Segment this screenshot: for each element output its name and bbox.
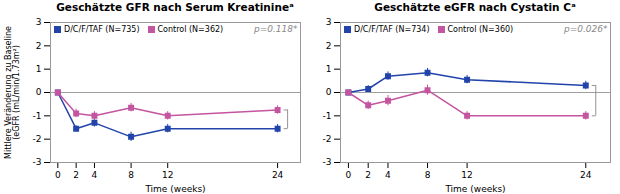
svg-text:-3: -3 <box>323 157 332 167</box>
html-text:Geschätzte GFR nach Serum Krea: Geschätzte GFR nach Serum Kreatinineᵃ <box>56 1 294 13</box>
svg-text:1: 1 <box>36 64 42 74</box>
svg-text:8: 8 <box>425 170 431 180</box>
svg-text:1: 1 <box>326 64 332 74</box>
svg-text:0: 0 <box>36 87 42 97</box>
html-text:Control (N=362): Control (N=362) <box>157 25 224 34</box>
svg-text:-1: -1 <box>33 111 42 121</box>
html-text:Control (N=360): Control (N=360) <box>447 25 514 34</box>
svg-text:8: 8 <box>128 170 134 180</box>
svg-text:24: 24 <box>272 170 284 180</box>
svg-text:0: 0 <box>326 87 332 97</box>
svg-text:3: 3 <box>326 17 332 27</box>
svg-text:4: 4 <box>385 170 391 180</box>
svg-text:-2: -2 <box>323 134 332 144</box>
svg-text:-3: -3 <box>33 157 42 167</box>
svg-text:p=0.118*: p=0.118* <box>253 24 298 34</box>
svg-text:-1: -1 <box>323 111 332 121</box>
svg-text:12: 12 <box>162 170 173 180</box>
svg-text:Time (weeks): Time (weeks) <box>444 184 505 194</box>
svg-text:-2: -2 <box>33 134 42 144</box>
svg-text:2: 2 <box>36 41 42 51</box>
svg-text:Mittlere Veränderung zu Baseli: Mittlere Veränderung zu Baseline(eGFR (m… <box>4 26 21 159</box>
html-text:D/C/F/TAF (N=735): D/C/F/TAF (N=735) <box>64 25 140 34</box>
html-text:D/C/F/TAF (N=734): D/C/F/TAF (N=734) <box>354 25 430 34</box>
svg-text:2: 2 <box>365 170 371 180</box>
svg-text:12: 12 <box>461 170 472 180</box>
svg-text:3: 3 <box>36 17 42 27</box>
svg-text:p=0.026*: p=0.026* <box>563 24 608 34</box>
html-text:Geschätzte eGFR nach Cystatin: Geschätzte eGFR nach Cystatin Cᵃ <box>374 1 576 13</box>
svg-text:0: 0 <box>55 170 61 180</box>
svg-text:0: 0 <box>346 170 352 180</box>
svg-text:2: 2 <box>326 41 332 51</box>
svg-text:2: 2 <box>73 170 79 180</box>
svg-text:24: 24 <box>580 170 592 180</box>
svg-text:Time (weeks): Time (weeks) <box>144 184 205 194</box>
svg-text:4: 4 <box>92 170 98 180</box>
